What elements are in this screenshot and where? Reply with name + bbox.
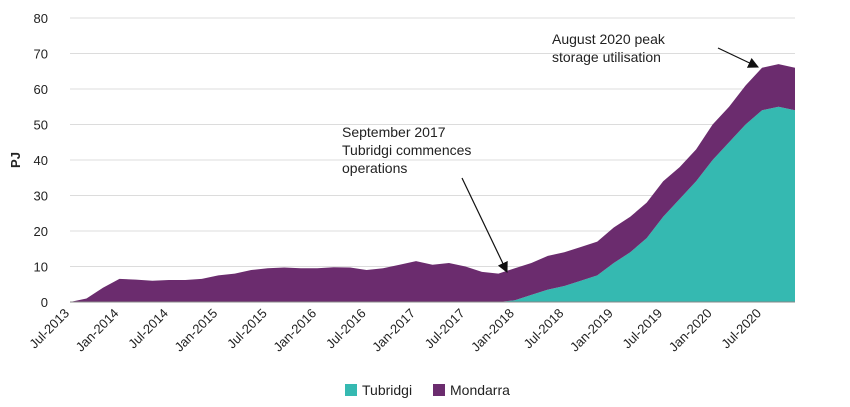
grid [70,17,795,303]
area [70,106,795,302]
areas [70,64,795,303]
x-tick-label: Jul-2014 [125,306,171,352]
y-axis-label: PJ [8,152,23,168]
annotation-line: August 2020 peak [552,31,666,47]
x-tick-label: Jan-2017 [369,306,418,355]
x-tick-label: Jan-2020 [666,306,715,355]
x-tick-label: Jan-2018 [468,306,517,355]
x-tick-label: Jan-2014 [73,306,122,355]
legend-swatch [433,384,445,396]
y-tick-label: 20 [34,224,48,239]
y-tick-label: 70 [34,47,48,62]
y-tick-label: 0 [41,295,48,310]
area [70,64,795,303]
annotation-line: Tubridgi commences [342,142,471,158]
y-tick-label: 50 [34,118,48,133]
y-tick-label: 10 [34,260,48,275]
legend: Tubridgi Mondarra [345,382,510,398]
y-tick-label: 80 [34,11,48,26]
annotation-arrow [461,177,508,273]
annotation-line: September 2017 [342,124,446,140]
x-tick-label: Jul-2013 [26,306,72,352]
y-tick-label: 40 [34,153,48,168]
x-tick-label: Jul-2016 [323,306,369,352]
x-tick-label: Jan-2015 [171,306,220,355]
annotation-line: operations [342,160,407,176]
annotation-line: storage utilisation [552,49,661,65]
x-tick-label: Jul-2019 [619,306,665,352]
annotation: August 2020 peak storage utilisation [552,31,666,65]
legend-label: Tubridgi [362,382,412,398]
x-tick-label: Jul-2018 [521,306,567,352]
legend-swatch [345,384,357,396]
x-tick-label: Jul-2015 [224,306,270,352]
annotation: September 2017 Tubridgi commences operatio… [342,124,471,176]
y-tick-label: 30 [34,189,48,204]
x-tick-label: Jan-2019 [567,306,616,355]
legend-label: Mondarra [450,382,510,398]
y-tick-label: 60 [34,82,48,97]
annotation-arrow [717,47,759,68]
x-tick-label: Jul-2020 [718,306,764,352]
x-tick-label: Jul-2017 [422,306,468,352]
x-tick-label: Jan-2016 [270,306,319,355]
